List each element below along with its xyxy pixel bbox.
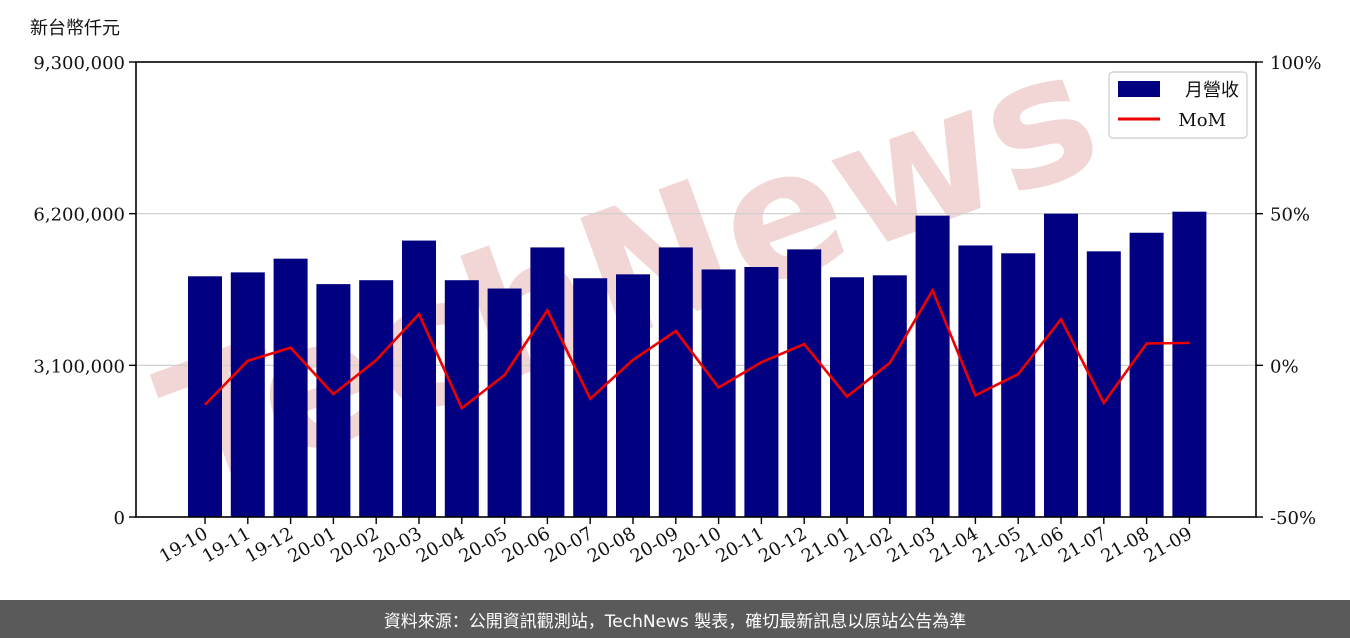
y2-tick-label: -50% [1270, 508, 1316, 529]
x-tick-label: 21-09 [1140, 523, 1195, 567]
y-tick-label: 3,100,000 [33, 356, 125, 377]
x-tick-label: 20-08 [584, 523, 639, 567]
x-tick-label: 20-06 [498, 523, 553, 567]
bar-20-09 [658, 247, 693, 517]
x-tick-label: 21-01 [798, 523, 853, 567]
x-tick-label: 21-02 [841, 523, 896, 567]
legend-label-mom: MoM [1178, 110, 1226, 131]
x-tick-label: 20-12 [755, 523, 810, 567]
bar-20-11 [744, 266, 779, 517]
y2-tick-label: 100% [1270, 53, 1321, 74]
x-tick-label: 20-10 [670, 523, 725, 567]
bar-21-09 [1172, 211, 1207, 518]
bar-19-10 [188, 276, 222, 517]
footer-text: 資料來源：公開資訊觀測站，TechNews 製表，確切最新訊息以原站公告為準 [383, 611, 967, 632]
y-tick-label: 0 [114, 508, 125, 529]
bar-19-11 [230, 272, 265, 517]
x-tick-label: 20-01 [284, 523, 339, 567]
x-tick-label: 20-09 [627, 523, 682, 567]
bar-20-06 [530, 247, 565, 517]
x-tick-label: 20-07 [541, 523, 596, 567]
x-tick-label: 21-04 [926, 523, 981, 567]
x-tick-label: 21-05 [969, 523, 1024, 567]
y-tick-label: 9,300,000 [33, 53, 125, 74]
bar-21-06 [1044, 213, 1078, 517]
bar-series [188, 211, 1207, 518]
x-tick-label: 21-08 [1098, 523, 1153, 567]
x-tick-label: 19-12 [242, 523, 297, 567]
x-tick-label: 21-06 [1012, 523, 1067, 567]
bar-20-01 [316, 284, 351, 517]
bar-21-07 [1086, 251, 1121, 517]
x-tick-label: 20-11 [712, 523, 767, 567]
y2-tick-label: 50% [1270, 205, 1310, 226]
revenue-chart: TechNews 03,100,0006,200,0009,300,000-50… [33, 10, 1321, 567]
bar-20-08 [616, 274, 650, 517]
bar-21-08 [1129, 232, 1164, 517]
mom-line-series [204, 287, 1190, 411]
x-tick-label: 19-10 [156, 523, 211, 567]
bar-20-05 [487, 288, 522, 517]
mom-line [204, 287, 1190, 411]
x-tick-label: 20-03 [370, 523, 425, 567]
y2-tick-label: 0% [1270, 356, 1299, 377]
bar-21-05 [1001, 253, 1036, 517]
bar-20-02 [359, 280, 394, 517]
bar-19-12 [273, 258, 308, 517]
bar-21-03 [915, 215, 950, 517]
x-tick-label: 21-07 [1055, 523, 1110, 567]
bar-21-02 [872, 275, 907, 517]
plot-frame [135, 61, 1257, 518]
source-footer: 資料來源：公開資訊觀測站，TechNews 製表，確切最新訊息以原站公告為準 [0, 600, 1350, 638]
legend-label-revenue: 月營收 [1185, 80, 1239, 101]
x-tick-label: 20-04 [413, 523, 468, 567]
x-tick-label: 20-05 [456, 523, 511, 567]
legend-bar-swatch [1118, 81, 1160, 97]
legend: 月營收 MoM [1108, 71, 1248, 139]
y-axis-unit-label: 新台幣仟元 [30, 18, 120, 39]
y-tick-label: 6,200,000 [33, 205, 125, 226]
bar-20-10 [701, 269, 736, 517]
x-tick-label: 21-03 [884, 523, 939, 567]
x-tick-label: 20-02 [327, 523, 382, 567]
bar-21-04 [958, 245, 993, 517]
bar-20-03 [402, 240, 436, 518]
bar-20-12 [787, 249, 822, 517]
